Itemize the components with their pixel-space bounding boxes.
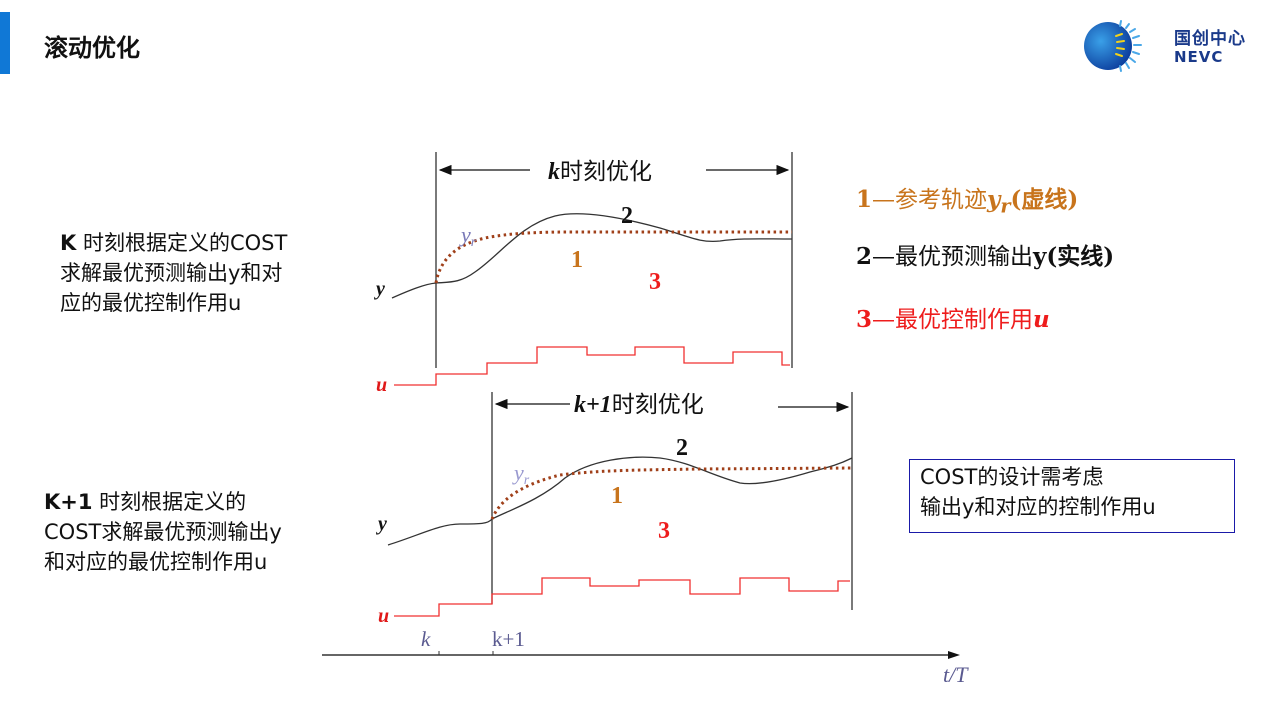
page-title: 滚动优化 <box>44 34 140 62</box>
legend-text: —最优控制作用 <box>872 307 1034 333</box>
legend-num: 2 <box>856 243 873 270</box>
top-label-2: 2 <box>621 203 633 229</box>
nevc-logo: 国创中心 NEVC <box>1082 18 1262 74</box>
note-k-line3: 应的最优控制作用u <box>60 291 242 315</box>
legend-num: 1 <box>856 186 873 213</box>
bottom-span-text: 时刻优化 <box>612 392 704 418</box>
top-label-3: 3 <box>649 269 661 295</box>
cost-note-line2: 输出y和对应的控制作用u <box>920 495 1156 519</box>
note-k: K 时刻根据定义的COST 求解最优预测输出y和对 应的最优控制作用u <box>60 228 287 318</box>
bottom-y-label: y <box>376 513 387 535</box>
cost-note-line1: COST的设计需考虑 <box>920 465 1104 489</box>
bottom-panel: k+1时刻优化 y u yr 1 2 3 <box>376 392 853 627</box>
bottom-u-label: u <box>378 605 389 627</box>
note-k1-line3: 和对应的最优控制作用u <box>44 550 268 574</box>
bottom-output-curve <box>387 456 853 546</box>
note-k-line1: 时刻根据定义的COST <box>76 231 288 255</box>
top-yr-label: yr <box>459 222 477 250</box>
axis-label-t: t/T <box>943 662 969 687</box>
svg-text:k时刻优化: k时刻优化 <box>548 159 652 185</box>
logo-globe-icon <box>1084 20 1142 72</box>
axis-tick-k1: k+1 <box>492 627 525 651</box>
note-k1-line1: 时刻根据定义的 <box>92 490 247 514</box>
title-accent-bar <box>0 12 10 74</box>
top-output-curve <box>391 213 793 299</box>
legend-item-output: 2—最优预测输出y(实线) <box>856 237 1114 271</box>
bottom-yr-label: yr <box>512 460 530 488</box>
logo-text-cn: 国创中心 <box>1174 29 1246 49</box>
legend-item-reference: 1—参考轨迹yr(虚线) <box>856 180 1078 218</box>
bottom-label-1: 1 <box>611 483 623 509</box>
legend-sym: y <box>1033 243 1047 270</box>
top-label-1: 1 <box>571 247 583 273</box>
note-k1-line2: COST求解最优预测输出y <box>44 520 282 544</box>
legend-sub: r <box>1000 194 1011 218</box>
bottom-label-2: 2 <box>676 435 688 461</box>
top-span-k: k <box>548 159 560 185</box>
legend-text: —最优预测输出 <box>872 244 1034 270</box>
top-span-text: 时刻优化 <box>560 159 652 185</box>
top-y-label: y <box>374 278 385 300</box>
bottom-label-3: 3 <box>658 518 670 544</box>
axis-tick-k: k <box>421 627 431 651</box>
top-reference-curve <box>434 230 792 284</box>
svg-text:k+1时刻优化: k+1时刻优化 <box>574 392 704 418</box>
bottom-span-k: k+1 <box>574 392 612 418</box>
note-k-line2: 求解最优预测输出y和对 <box>60 261 283 285</box>
bottom-control-signal <box>394 577 850 617</box>
note-k-bold: K <box>60 231 77 255</box>
top-panel: k时刻优化 y u yr 1 2 3 <box>374 152 793 396</box>
legend-suffix: (虚线) <box>1010 186 1079 213</box>
note-k1: K+1 时刻根据定义的 COST求解最优预测输出y 和对应的最优控制作用u <box>44 487 282 577</box>
legend-sym: y <box>987 186 1001 213</box>
time-axis: k k+1 t/T <box>322 627 969 687</box>
legend-suffix: (实线) <box>1046 243 1115 270</box>
legend-sym: u <box>1033 306 1050 333</box>
legend-num: 3 <box>856 306 873 333</box>
legend-text: —参考轨迹 <box>872 187 988 213</box>
top-u-label: u <box>376 374 387 396</box>
logo-text-en: NEVC <box>1174 48 1224 66</box>
legend-item-control: 3—最优控制作用u <box>856 300 1050 334</box>
cost-note-box: COST的设计需考虑 输出y和对应的控制作用u <box>909 459 1235 533</box>
top-control-signal <box>394 346 790 386</box>
note-k1-bold: K+1 <box>44 490 93 514</box>
